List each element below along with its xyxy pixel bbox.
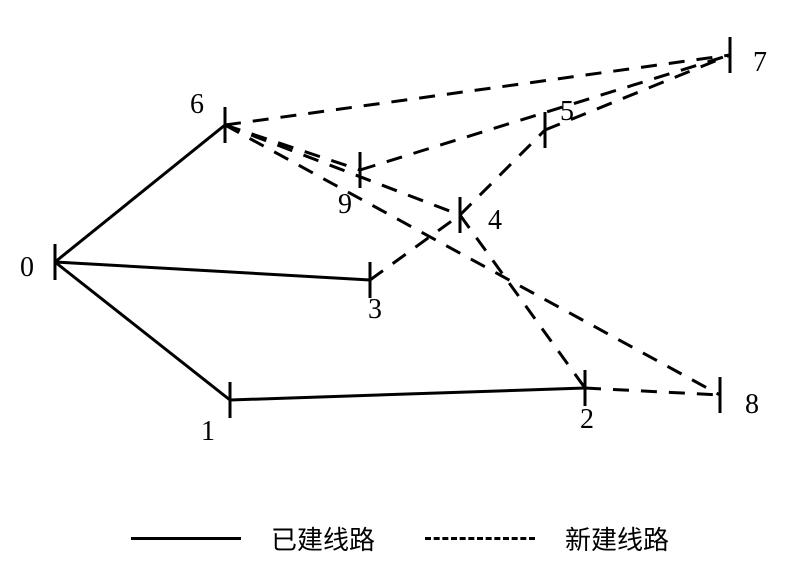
network-svg [0, 0, 800, 563]
edge-2-8 [585, 388, 720, 395]
node-label-3: 3 [368, 294, 382, 326]
node-label-8: 8 [745, 389, 759, 421]
node-label-5: 5 [560, 96, 574, 128]
edge-1-2 [230, 388, 585, 400]
legend-swatch-dashed [425, 537, 535, 540]
edge-4-2 [460, 215, 585, 388]
edge-0-1 [55, 262, 230, 400]
edge-0-3 [55, 262, 370, 280]
diagram-stage: 0 6 9 7 5 4 3 1 2 8 已建线路 新建线路 [0, 0, 800, 563]
node-label-1: 1 [201, 416, 215, 448]
node-label-2: 2 [580, 404, 594, 436]
legend-label-dashed: 新建线路 [565, 520, 669, 557]
edge-4-5 [460, 130, 545, 215]
edge-0-6 [55, 125, 225, 262]
edge-6-8 [225, 125, 720, 395]
legend-label-solid: 已建线路 [271, 520, 375, 557]
legend-item-solid: 已建线路 [131, 520, 375, 557]
node-label-9: 9 [338, 189, 352, 221]
node-label-4: 4 [488, 205, 502, 237]
edge-6-9 [225, 125, 360, 170]
legend-swatch-solid [131, 537, 241, 540]
legend-item-dashed: 新建线路 [425, 520, 669, 557]
node-label-6: 6 [190, 89, 204, 121]
node-label-0: 0 [20, 252, 34, 284]
edge-6-7 [225, 55, 730, 125]
legend: 已建线路 新建线路 [0, 520, 800, 557]
node-label-7: 7 [753, 47, 767, 79]
